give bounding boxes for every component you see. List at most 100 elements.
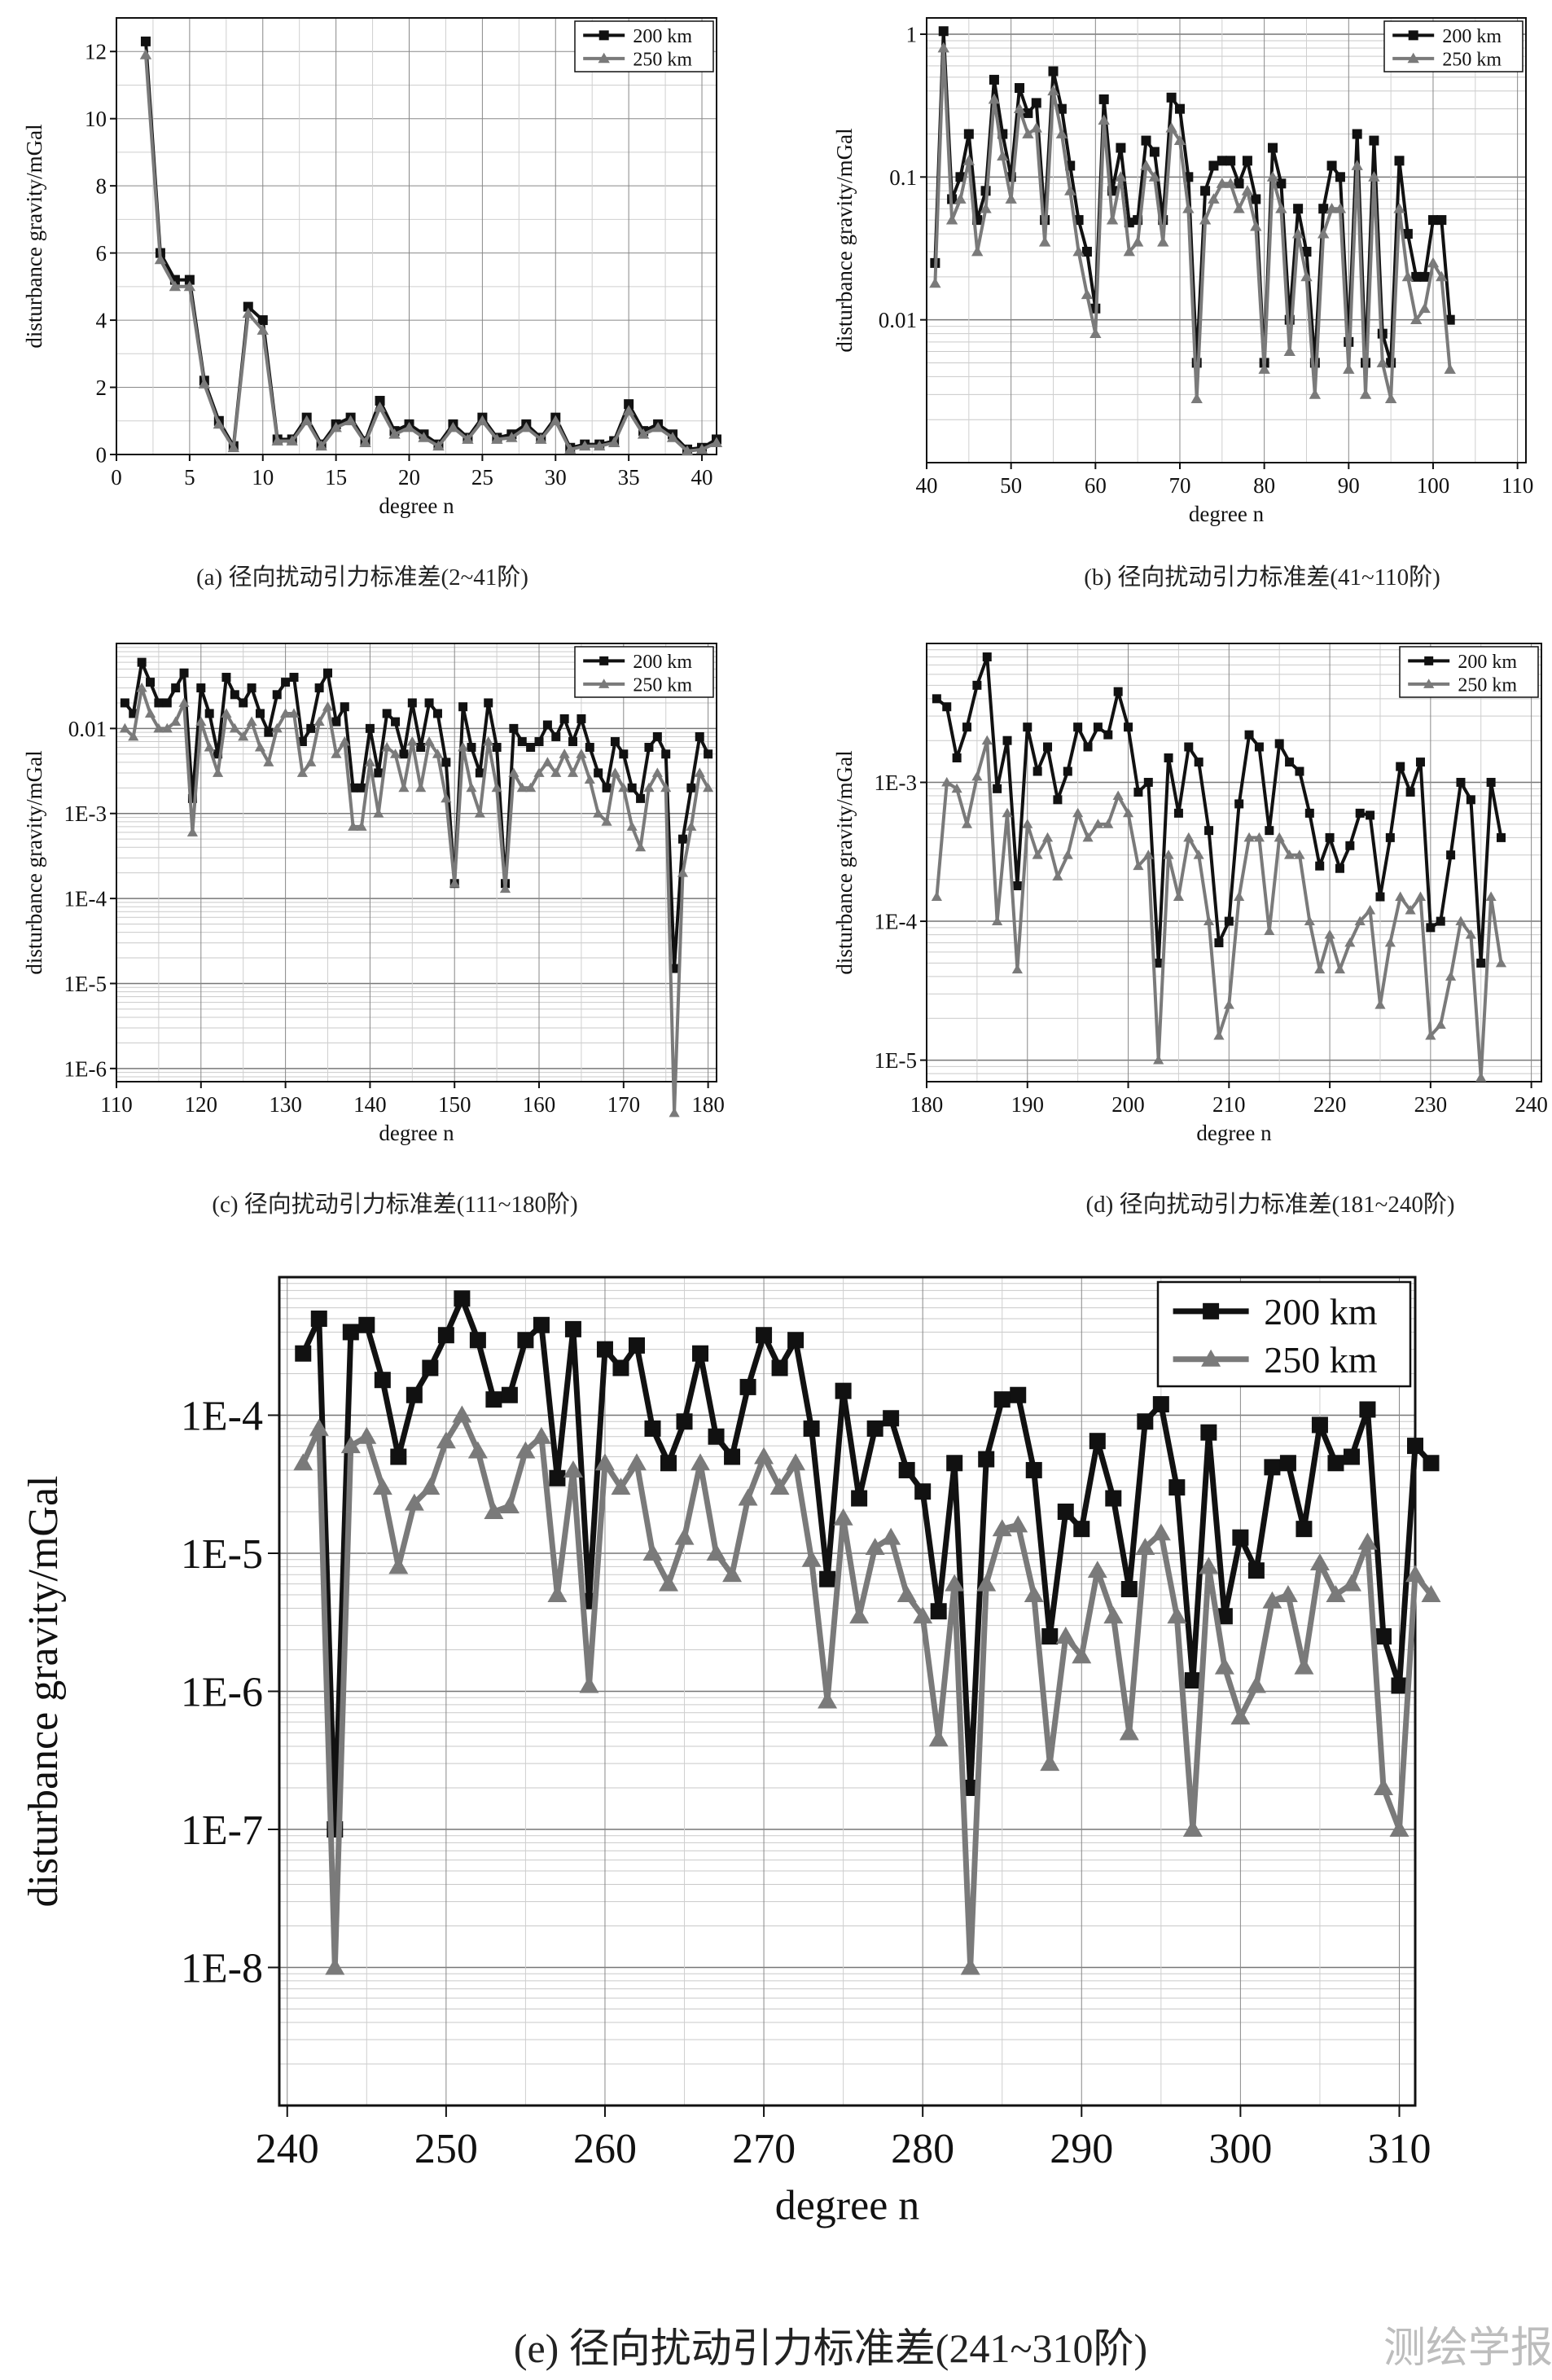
data-point xyxy=(1476,958,1486,968)
legend-label: 200 km xyxy=(1264,1291,1378,1333)
data-point xyxy=(1047,85,1059,96)
y-tick-label: 10 xyxy=(85,107,107,131)
data-point xyxy=(1389,1820,1410,1837)
y-tick-label: 8 xyxy=(96,174,107,199)
data-point xyxy=(676,1413,693,1430)
data-point xyxy=(1445,971,1457,981)
data-point xyxy=(1012,881,1022,891)
data-point xyxy=(643,782,655,793)
data-point xyxy=(342,1324,359,1341)
data-point xyxy=(1015,83,1025,94)
data-point xyxy=(1098,114,1110,125)
data-point xyxy=(636,793,646,803)
data-point xyxy=(1105,1490,1122,1507)
data-point xyxy=(564,1320,581,1337)
data-point xyxy=(1251,194,1261,204)
data-point xyxy=(1376,357,1388,367)
x-tick-label: 110 xyxy=(100,1092,133,1117)
data-point xyxy=(1366,810,1375,820)
data-point xyxy=(1485,891,1497,901)
x-tick-label: 60 xyxy=(1085,473,1107,498)
data-point xyxy=(1274,739,1284,749)
data-point xyxy=(1168,1479,1186,1496)
data-point xyxy=(1275,203,1287,213)
data-point xyxy=(484,1501,504,1519)
data-point xyxy=(313,716,325,727)
x-tick-label: 100 xyxy=(1417,473,1450,498)
data-point xyxy=(1002,807,1013,818)
data-point xyxy=(1264,925,1275,936)
data-point xyxy=(1093,722,1103,732)
data-point xyxy=(1041,1628,1059,1645)
data-point xyxy=(1182,1820,1203,1837)
data-point xyxy=(221,673,231,683)
x-tick-label: 180 xyxy=(691,1092,725,1117)
data-point xyxy=(137,657,147,667)
data-point xyxy=(628,1337,645,1354)
data-point xyxy=(692,1345,709,1362)
data-point xyxy=(374,402,386,412)
data-point xyxy=(1283,345,1296,356)
data-point xyxy=(1200,186,1211,196)
data-point xyxy=(1167,1606,1187,1624)
data-point xyxy=(756,1327,773,1344)
data-point xyxy=(1405,788,1415,797)
legend-label: 250 km xyxy=(1442,49,1502,70)
data-point xyxy=(607,437,620,447)
data-point xyxy=(1446,850,1456,860)
x-tick-label: 120 xyxy=(185,1092,218,1117)
data-point xyxy=(1103,819,1114,828)
data-point xyxy=(1426,923,1436,933)
data-point xyxy=(1234,799,1244,809)
data-point xyxy=(187,793,197,803)
y-tick-label: 12 xyxy=(85,40,107,64)
data-point xyxy=(865,1537,885,1555)
data-point xyxy=(1149,147,1160,157)
data-point xyxy=(549,1469,566,1486)
data-point xyxy=(563,1460,583,1478)
y-tick-label: 1E-7 xyxy=(181,1807,263,1854)
data-point xyxy=(941,776,953,787)
data-point xyxy=(310,1311,327,1328)
data-point xyxy=(1276,178,1287,189)
data-point xyxy=(140,36,151,46)
data-point xyxy=(153,722,164,733)
data-point xyxy=(550,767,562,777)
data-point xyxy=(1266,171,1279,182)
series-triangle xyxy=(929,42,1456,403)
data-point xyxy=(415,782,427,793)
y-tick-label: 1E-8 xyxy=(181,1946,263,1992)
data-point xyxy=(1326,203,1338,213)
data-point xyxy=(1123,245,1135,257)
caption-c: (c) 径向扰动引力标准差(111~180阶) xyxy=(212,1191,577,1218)
x-tick-label: 130 xyxy=(269,1092,302,1117)
data-point xyxy=(593,808,604,818)
data-point xyxy=(391,717,401,727)
x-tick-label: 200 xyxy=(1111,1092,1145,1117)
data-point xyxy=(1063,766,1072,776)
data-point xyxy=(1421,1585,1441,1603)
data-point xyxy=(652,731,662,741)
data-point xyxy=(154,253,167,265)
data-point xyxy=(1173,891,1185,901)
data-point xyxy=(988,93,1001,104)
data-point xyxy=(1445,314,1455,325)
data-point xyxy=(515,1441,536,1459)
x-tick-label: 240 xyxy=(1515,1092,1548,1117)
data-point xyxy=(517,737,527,747)
data-point xyxy=(239,698,248,708)
data-point xyxy=(1436,215,1447,226)
data-point xyxy=(1315,861,1325,871)
data-point xyxy=(1024,1585,1044,1603)
data-point xyxy=(932,694,941,704)
data-point xyxy=(803,1420,820,1437)
data-point xyxy=(1113,687,1123,696)
data-point xyxy=(136,682,147,692)
caption-d: (d) 径向扰动引力标准差(181~240阶) xyxy=(1085,1191,1454,1218)
data-point xyxy=(1135,1537,1155,1555)
data-point xyxy=(1008,1515,1028,1533)
data-point xyxy=(619,749,629,759)
data-point xyxy=(154,698,164,708)
data-point xyxy=(754,1447,774,1464)
data-point xyxy=(980,203,992,213)
